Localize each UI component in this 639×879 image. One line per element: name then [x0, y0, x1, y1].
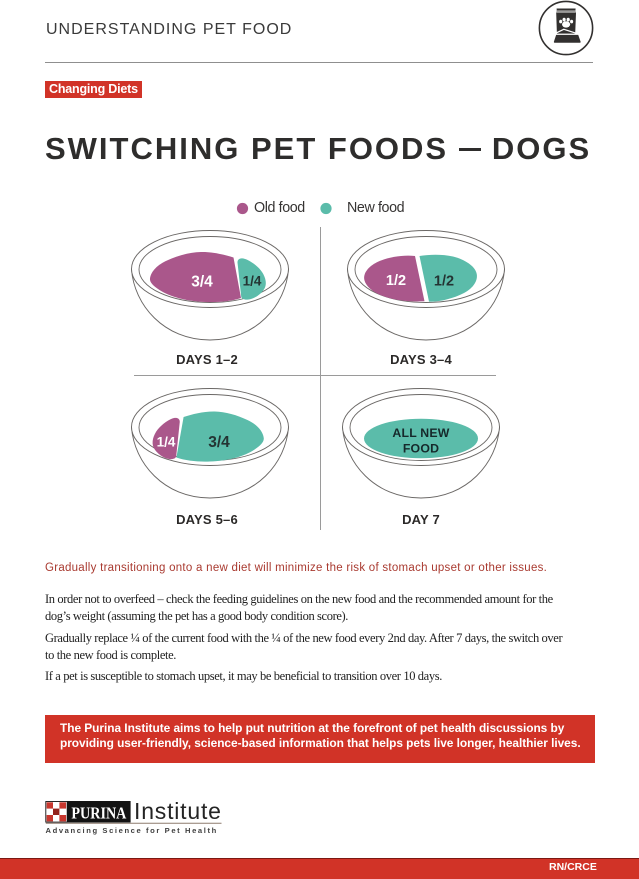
svg-text:Advancing Science for Pet Heal: Advancing Science for Pet Health — [46, 826, 218, 835]
svg-text:3/4: 3/4 — [208, 434, 230, 451]
svg-text:1/4: 1/4 — [157, 435, 176, 450]
svg-text:1/4: 1/4 — [243, 274, 262, 289]
svg-text:Institute: Institute — [134, 798, 222, 824]
svg-text:DAYS 3–4: DAYS 3–4 — [390, 352, 452, 367]
svg-text:DAYS 1–2: DAYS 1–2 — [176, 352, 238, 367]
svg-text:DAYS 5–6: DAYS 5–6 — [176, 512, 238, 527]
svg-text:DAY 7: DAY 7 — [402, 512, 440, 527]
svg-text:PURINA: PURINA — [71, 803, 127, 822]
svg-text:1/2: 1/2 — [434, 274, 454, 290]
svg-text:3/4: 3/4 — [191, 274, 213, 291]
svg-text:ALL NEW: ALL NEW — [392, 426, 449, 440]
svg-text:1/2: 1/2 — [386, 273, 406, 289]
svg-text:FOOD: FOOD — [403, 442, 439, 456]
